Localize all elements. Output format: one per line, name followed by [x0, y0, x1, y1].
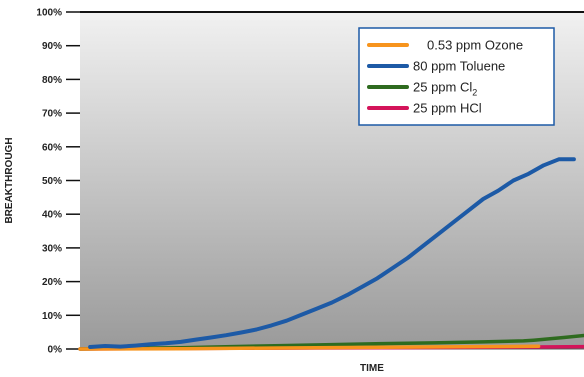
y-tick-label: 40%	[42, 210, 62, 221]
series-line-1	[88, 157, 576, 349]
y-axis-title: BREAKTHROUGH	[4, 137, 15, 223]
series-line-0	[78, 344, 541, 351]
legend: 0.53 ppm Ozone 80 ppm Toluene 25 ppm Cl2 25…	[358, 27, 555, 126]
x-axis-title: TIME	[360, 363, 384, 374]
legend-label-2: 25 ppm Cl2	[413, 80, 477, 98]
y-tick-label: 0%	[48, 345, 63, 356]
y-tick-label: 30%	[42, 243, 62, 254]
legend-label-0: 0.53 ppm Ozone	[427, 38, 523, 53]
y-tick-label: 80%	[42, 75, 62, 86]
y-tick-label: 100%	[36, 8, 62, 19]
y-tick-label: 70%	[42, 109, 62, 120]
y-tick-label: 60%	[42, 142, 62, 153]
legend-label-3: 25 ppm HCl	[413, 101, 482, 116]
y-tick-label: 90%	[42, 41, 62, 52]
y-tick-label: 20%	[42, 277, 62, 288]
legend-label-1: 80 ppm Toluene	[413, 59, 505, 74]
y-tick-label: 10%	[42, 311, 62, 322]
y-tick-label: 50%	[42, 176, 62, 187]
